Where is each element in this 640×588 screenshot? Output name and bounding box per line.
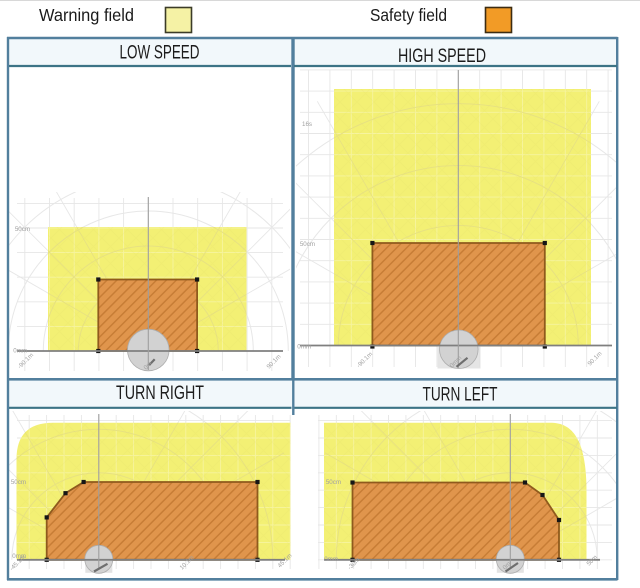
svg-text:90.1m: 90.1m (265, 353, 282, 370)
svg-text:LOW SPEED: LOW SPEED (120, 43, 200, 64)
svg-text:90.1m: 90.1m (586, 350, 603, 367)
svg-text:0mm: 0mm (13, 348, 27, 355)
svg-text:50cm: 50cm (11, 479, 26, 486)
svg-text:Warning field: Warning field (39, 5, 134, 25)
svg-text:50cm: 50cm (15, 226, 30, 233)
svg-text:50cm: 50cm (326, 479, 341, 486)
svg-text:0mm: 0mm (12, 553, 26, 560)
svg-text:0m: 0m (501, 560, 512, 571)
svg-text:0mm: 0mm (297, 344, 311, 351)
svg-text:0m: 0m (142, 360, 153, 371)
svg-text:-90.1m: -90.1m (355, 351, 374, 370)
svg-text:-90.1m: -90.1m (16, 352, 35, 371)
svg-text:TURN RIGHT: TURN RIGHT (116, 383, 204, 404)
svg-text:50cm: 50cm (300, 241, 315, 248)
svg-text:Safety field: Safety field (370, 5, 447, 25)
svg-text:TURN LEFT: TURN LEFT (423, 385, 498, 406)
svg-text:HIGH SPEED: HIGH SPEED (398, 46, 486, 67)
svg-text:0mm: 0mm (324, 556, 338, 563)
svg-text:16s: 16s (302, 121, 312, 128)
